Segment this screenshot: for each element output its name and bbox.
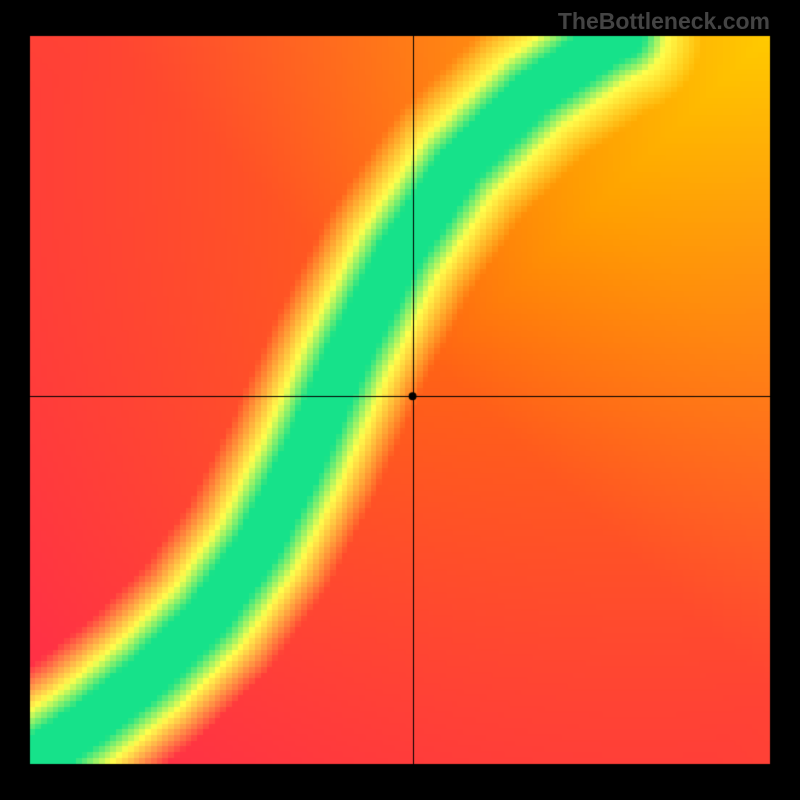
bottleneck-heatmap bbox=[0, 0, 800, 800]
watermark-text: TheBottleneck.com bbox=[558, 8, 770, 35]
